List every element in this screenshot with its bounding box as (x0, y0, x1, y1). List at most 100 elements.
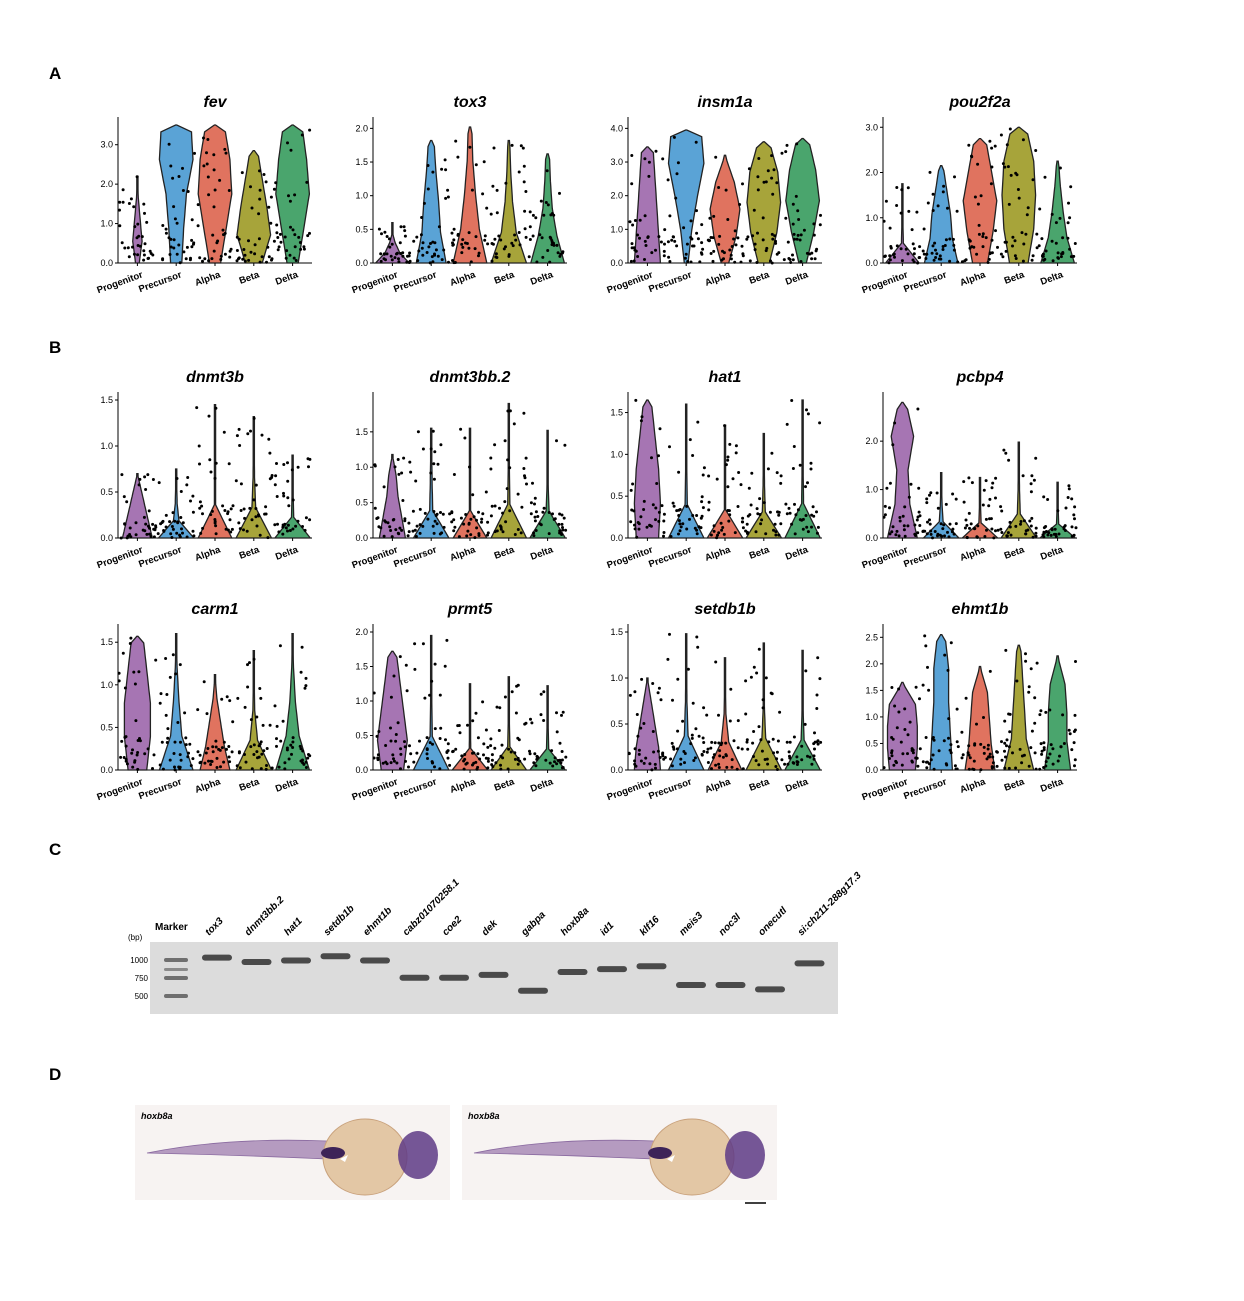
data-point (964, 518, 968, 522)
data-point (420, 216, 424, 219)
data-point (1066, 221, 1070, 225)
data-point (219, 765, 222, 769)
data-point (472, 515, 476, 519)
data-point (396, 721, 400, 725)
data-point (1024, 532, 1028, 536)
data-point (553, 756, 557, 760)
data-point (935, 491, 939, 495)
data-point (286, 461, 289, 465)
data-point (273, 483, 277, 487)
data-point (287, 504, 291, 508)
data-point (134, 521, 138, 525)
data-point (1072, 254, 1076, 258)
data-point (975, 252, 979, 256)
violin-progenitor (886, 401, 919, 539)
y-tick-label: 0.0 (100, 258, 113, 268)
data-point (791, 258, 795, 262)
data-point (143, 242, 147, 246)
data-point (925, 532, 929, 536)
data-point (677, 519, 681, 523)
data-point (686, 260, 690, 263)
y-tick-label: 1.0 (355, 462, 368, 472)
data-point (799, 233, 803, 237)
data-point (298, 241, 302, 244)
data-point (510, 690, 514, 694)
data-point (403, 229, 407, 233)
data-point (284, 526, 288, 530)
data-point (377, 227, 381, 231)
data-point (999, 252, 1003, 256)
data-point (717, 186, 721, 189)
data-point (188, 742, 192, 746)
y-tick-label: 0.0 (610, 258, 623, 268)
data-point (283, 767, 287, 771)
data-point (181, 166, 184, 170)
data-point (290, 752, 293, 756)
data-point (403, 745, 407, 749)
data-point (962, 480, 966, 484)
data-point (495, 211, 499, 215)
data-point (495, 256, 499, 259)
data-point (706, 761, 710, 764)
data-point (1054, 221, 1058, 225)
data-point (661, 754, 665, 758)
data-point (895, 726, 899, 730)
data-point (291, 740, 295, 744)
data-point (196, 750, 200, 754)
violin-delta (528, 685, 567, 771)
data-point (956, 260, 960, 264)
data-point (551, 512, 554, 516)
data-point (677, 514, 681, 517)
data-point (888, 532, 892, 536)
x-tick-label: Beta (238, 544, 262, 562)
data-point (927, 688, 931, 692)
data-point (764, 180, 768, 184)
data-point (973, 195, 977, 199)
data-point (539, 713, 543, 717)
data-point (379, 259, 383, 263)
data-point (942, 523, 946, 527)
y-tick-label: 0.5 (100, 487, 113, 497)
x-tick-label: Progenitor (861, 544, 910, 571)
data-point (254, 483, 258, 487)
data-point (126, 246, 130, 250)
data-point (469, 260, 473, 264)
data-point (300, 133, 304, 137)
data-point (668, 260, 672, 263)
data-point (415, 751, 419, 755)
data-point (122, 495, 126, 499)
data-point (442, 525, 446, 529)
data-point (776, 739, 780, 743)
data-point (198, 256, 202, 260)
data-point (632, 259, 636, 263)
data-point (412, 239, 416, 243)
violin-beta (744, 432, 783, 539)
data-point (440, 258, 444, 262)
data-point (249, 718, 253, 722)
data-point (266, 536, 270, 540)
data-point (550, 212, 554, 215)
data-point (448, 763, 452, 767)
data-point (927, 762, 931, 766)
data-point (791, 467, 795, 470)
data-point (810, 762, 814, 766)
data-point (196, 224, 200, 228)
data-point (669, 535, 673, 538)
data-point (382, 252, 386, 256)
data-point (801, 527, 805, 531)
data-point (132, 205, 136, 209)
data-point (939, 522, 943, 526)
data-point (247, 239, 250, 243)
data-point (195, 406, 199, 410)
data-point (553, 517, 557, 521)
data-point (564, 528, 568, 532)
data-point (439, 443, 443, 447)
data-point (662, 531, 666, 534)
data-point (118, 208, 121, 212)
data-point (753, 248, 757, 252)
data-point (242, 248, 246, 251)
x-tick-label: Progenitor (861, 776, 910, 803)
data-point (883, 504, 887, 508)
data-point (778, 710, 782, 714)
